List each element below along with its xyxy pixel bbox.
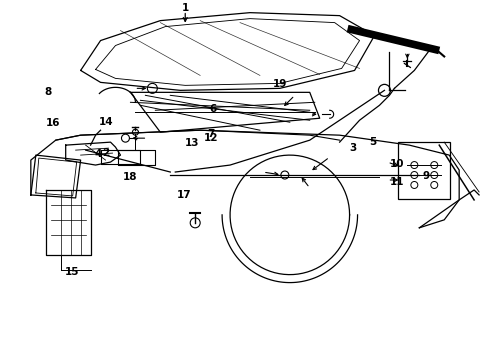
Text: 4: 4 — [95, 149, 102, 159]
Text: 3: 3 — [349, 143, 356, 153]
Text: 14: 14 — [99, 117, 114, 127]
Text: 17: 17 — [177, 190, 192, 200]
Text: 7: 7 — [207, 129, 215, 139]
Text: 15: 15 — [64, 267, 79, 276]
Text: 11: 11 — [390, 177, 405, 187]
Text: 19: 19 — [272, 79, 287, 89]
Text: 18: 18 — [123, 172, 138, 182]
Text: 1: 1 — [182, 3, 189, 13]
Text: 5: 5 — [369, 137, 376, 147]
Text: 13: 13 — [185, 138, 199, 148]
Text: 6: 6 — [210, 104, 217, 114]
Text: 10: 10 — [390, 159, 405, 169]
Text: 12: 12 — [204, 133, 219, 143]
Text: 2: 2 — [102, 148, 109, 158]
Text: 16: 16 — [46, 118, 60, 128]
Text: 8: 8 — [44, 87, 51, 97]
Text: 9: 9 — [423, 171, 430, 181]
